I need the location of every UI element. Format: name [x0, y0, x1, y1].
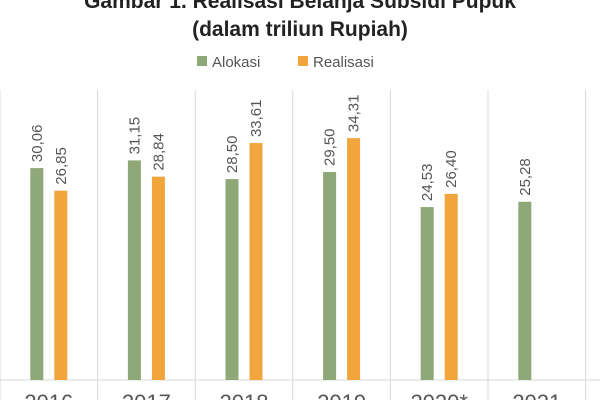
chart-title: Gambar 1. Realisasi Belanja Subsidi Pupu… — [84, 0, 516, 13]
value-label: 26,85 — [53, 147, 70, 185]
bar — [30, 168, 44, 380]
x-tick-label: 2021 — [512, 390, 561, 400]
value-label: 28,84 — [150, 133, 167, 171]
value-label: 28,50 — [224, 136, 241, 174]
value-label: 29,50 — [322, 128, 339, 166]
x-tick-label: 2019 — [317, 390, 366, 400]
bar — [444, 193, 458, 380]
x-tick-label: 2016 — [24, 390, 73, 400]
value-label: 33,61 — [248, 100, 265, 138]
x-tick-label: 2017 — [122, 390, 171, 400]
legend-swatch — [197, 56, 207, 66]
bar — [249, 143, 263, 380]
x-tick-label: 2020* — [410, 390, 468, 400]
bar — [127, 160, 141, 380]
value-label: 31,15 — [126, 117, 143, 155]
bar — [420, 207, 434, 380]
value-label: 26,40 — [443, 150, 460, 188]
legend-swatch — [298, 56, 308, 66]
bar — [518, 201, 532, 380]
bar — [347, 138, 361, 380]
chart-subtitle: (dalam triliun Rupiah) — [192, 18, 408, 41]
bar — [151, 176, 165, 380]
legend-label: Realisasi — [313, 54, 374, 71]
bar — [225, 179, 239, 380]
legend-label: Alokasi — [212, 54, 260, 71]
value-label: 25,28 — [517, 158, 534, 196]
x-tick-label: 2018 — [220, 390, 269, 400]
value-label: 24,53 — [419, 164, 436, 202]
value-label: 34,31 — [346, 95, 363, 133]
bar — [54, 190, 68, 380]
value-label: 30,06 — [29, 125, 46, 163]
bar — [323, 172, 337, 380]
